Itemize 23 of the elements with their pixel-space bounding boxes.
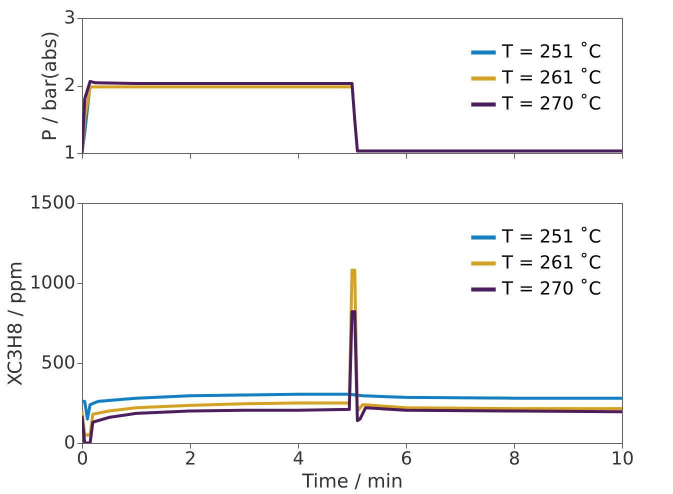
legend-label: T = 251 ˚C [501, 226, 602, 248]
line-series [82, 392, 622, 420]
x-tick-label: 6 [400, 448, 412, 470]
legend-label: T = 261 ˚C [501, 252, 602, 274]
line-series [82, 310, 622, 443]
y-tick-label: 500 [41, 352, 76, 374]
x-tick-label: 8 [508, 448, 520, 470]
y-axis-title: XC3H8 / ppm [4, 261, 27, 386]
y-axis-title: P / bar(abs) [39, 31, 62, 141]
y-tick-label: 2 [64, 75, 76, 96]
legend-label: T = 261 ˚C [501, 68, 602, 88]
legend-label: T = 251 ˚C [501, 42, 602, 62]
x-tick-label: 2 [184, 448, 196, 470]
x-tick-label: 10 [611, 448, 634, 470]
x-tick-label: 4 [292, 448, 304, 470]
legend-label: T = 270 ˚C [501, 94, 602, 114]
y-tick-label: 1 [64, 142, 76, 164]
y-tick-label: 1000 [30, 272, 76, 294]
y-tick-label: 3 [64, 8, 76, 28]
legend-label: T = 270 ˚C [501, 278, 602, 300]
y-tick-label: 1500 [30, 192, 76, 214]
y-tick-label: 0 [64, 432, 76, 454]
x-axis-title: Time / min [301, 470, 403, 492]
